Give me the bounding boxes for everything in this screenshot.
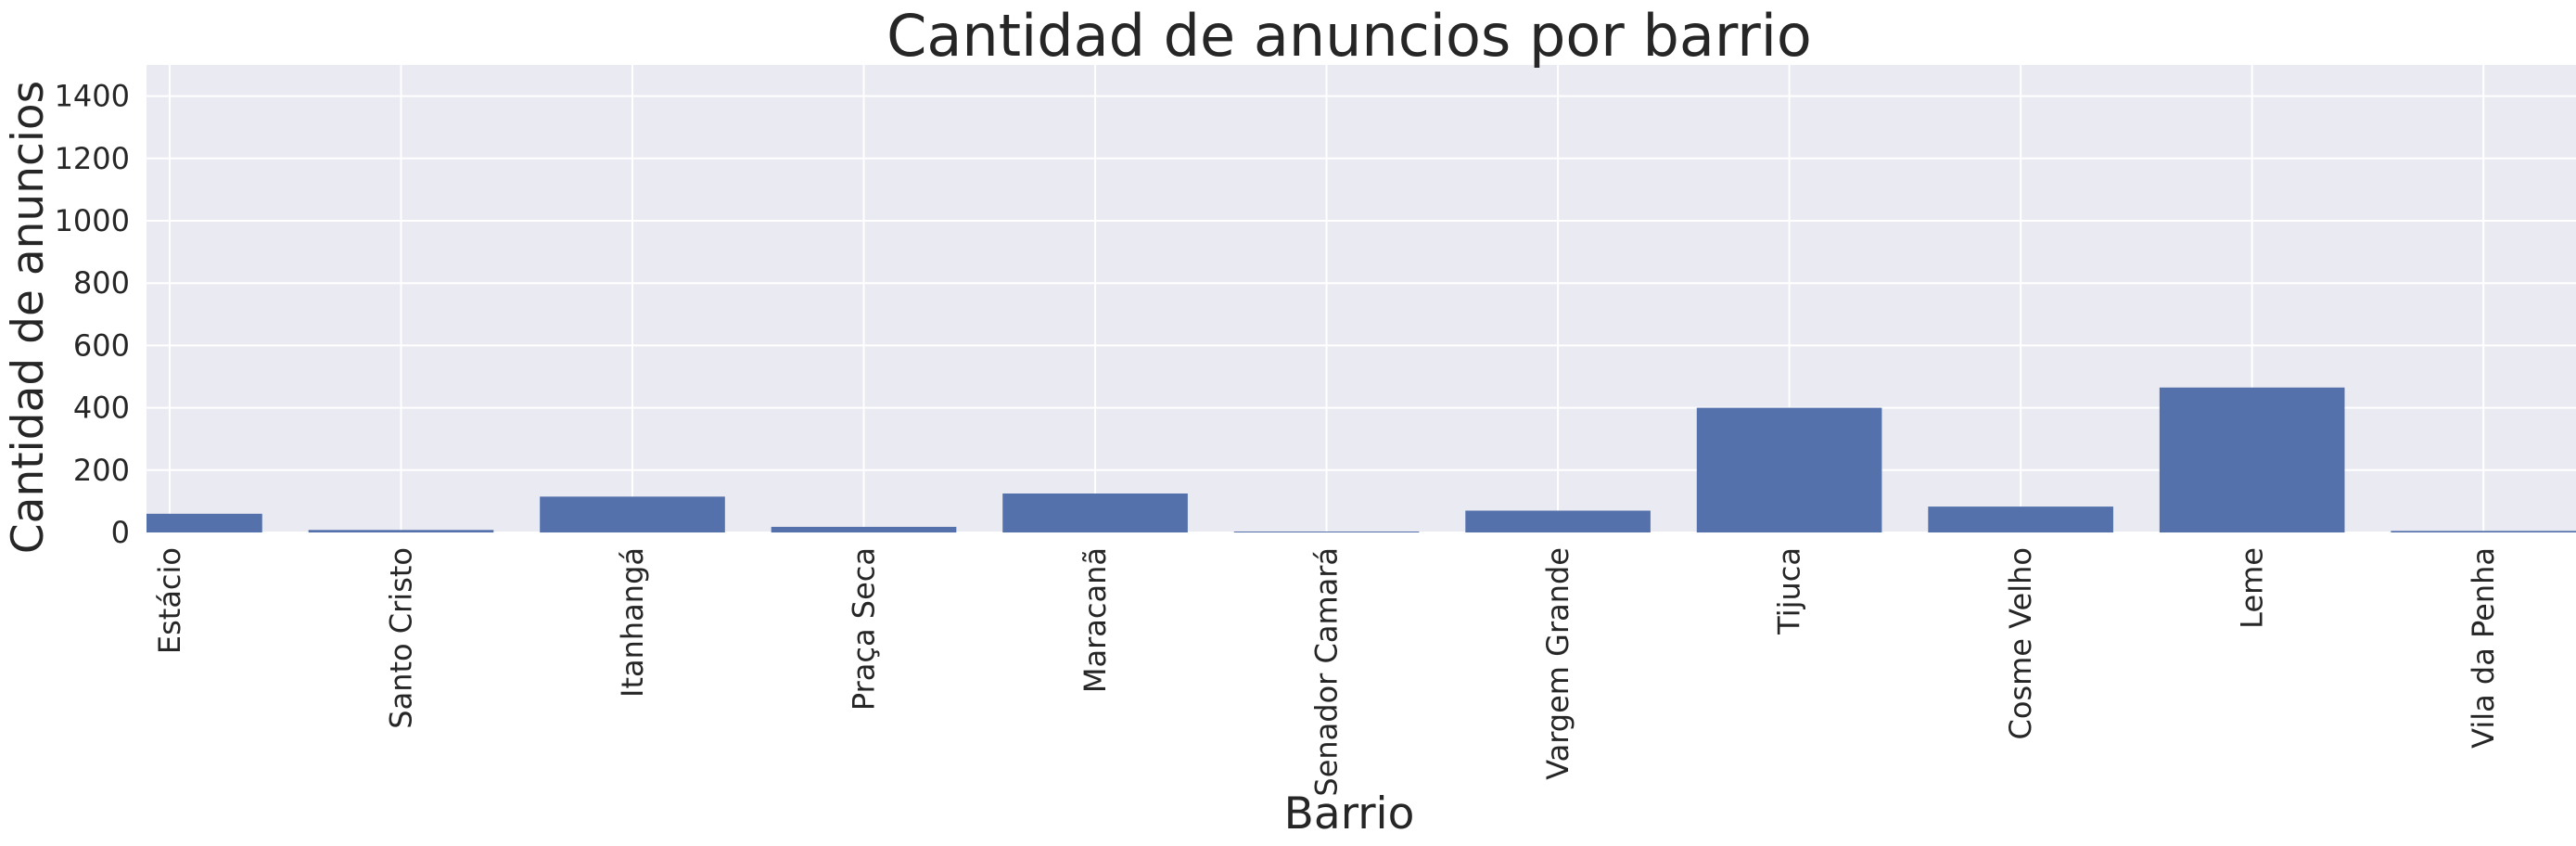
x-tick-label: Vargem Grande — [1540, 547, 1575, 780]
bar — [2159, 387, 2345, 532]
x-tick-labels: Estácio Santo Cristo Itanhangá Praça Seca Ma… — [152, 547, 2501, 797]
bar — [1696, 407, 1882, 532]
y-tick-label: 600 — [73, 327, 130, 363]
y-tick-label: 1400 — [55, 79, 130, 114]
x-tick-label: Vila da Penha — [2466, 547, 2501, 749]
bar — [308, 530, 494, 532]
bar — [1002, 494, 1188, 532]
y-tick-labels: 0 200 400 600 800 1000 1200 1400 — [55, 79, 130, 550]
bar — [1928, 506, 2113, 532]
x-tick-label: Praça Seca — [847, 547, 882, 711]
bars — [147, 387, 2576, 532]
bar — [147, 513, 262, 532]
y-tick-label: 400 — [73, 391, 130, 426]
bar — [1465, 510, 1651, 532]
x-tick-label: Senador Camará — [1309, 547, 1345, 797]
x-tick-label: Itanhangá — [615, 547, 650, 698]
y-axis-label: Cantidad de anuncios — [3, 81, 54, 554]
x-tick-label: Tijuca — [1772, 547, 1807, 635]
x-tick-label: Maracanã — [1078, 547, 1113, 693]
y-tick-label: 800 — [73, 265, 130, 301]
x-axis-label: Barrio — [1284, 788, 1415, 840]
bar — [2391, 531, 2576, 532]
x-tick-label: Estácio — [152, 547, 187, 654]
chart-title: Cantidad de anuncios por barrio — [886, 2, 1812, 70]
bar — [771, 526, 957, 532]
y-tick-label: 1000 — [55, 203, 130, 238]
y-tick-label: 1200 — [55, 141, 130, 176]
y-tick-label: 200 — [73, 453, 130, 488]
x-tick-label: Leme — [2235, 547, 2270, 629]
x-tick-label: Cosme Velho — [2003, 547, 2038, 739]
grid-lines — [147, 65, 2576, 533]
bar — [540, 496, 725, 532]
x-tick-label: Santo Cristo — [383, 547, 418, 729]
y-tick-label: 0 — [111, 515, 130, 550]
